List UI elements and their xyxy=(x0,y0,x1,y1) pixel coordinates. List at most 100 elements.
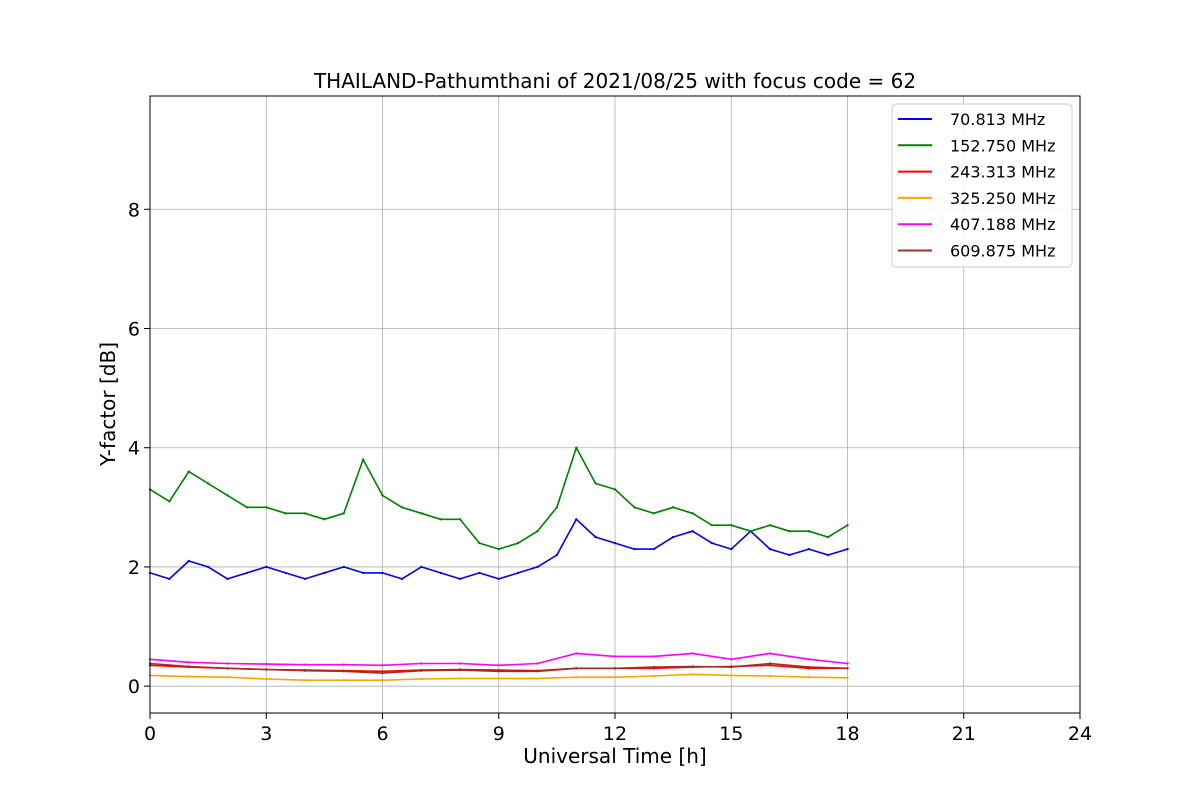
data-point xyxy=(303,663,307,666)
data-point xyxy=(768,524,772,527)
x-axis-label: Universal Time [h] xyxy=(523,744,706,768)
data-point xyxy=(400,506,404,509)
data-point xyxy=(730,524,733,527)
data-point xyxy=(671,506,675,509)
data-point xyxy=(342,663,345,666)
data-point xyxy=(439,571,442,575)
data-point xyxy=(768,662,772,665)
data-point xyxy=(361,458,365,461)
data-point xyxy=(730,665,733,669)
x-tick-label: 15 xyxy=(719,723,743,745)
legend-label: 325.250 MHz xyxy=(950,189,1055,208)
data-point xyxy=(536,670,539,673)
legend-label: 407.188 MHz xyxy=(950,215,1055,234)
data-point xyxy=(245,571,249,575)
data-point xyxy=(788,530,791,533)
data-point xyxy=(187,665,190,668)
legend-label: 243.313 MHz xyxy=(950,163,1055,182)
y-tick-label: 0 xyxy=(128,676,140,698)
data-point xyxy=(323,571,326,575)
data-point xyxy=(710,541,714,545)
legend-label: 152.750 MHz xyxy=(950,136,1055,155)
data-point xyxy=(226,494,229,497)
x-tick-label: 9 xyxy=(493,723,505,745)
data-point xyxy=(381,664,384,667)
data-point xyxy=(284,512,287,515)
data-point xyxy=(788,553,791,557)
data-point xyxy=(575,676,578,679)
data-point xyxy=(497,577,500,581)
data-point xyxy=(226,667,229,670)
data-point xyxy=(420,512,423,515)
data-point xyxy=(652,665,655,669)
data-point xyxy=(381,671,384,675)
data-point xyxy=(381,670,384,673)
data-point xyxy=(245,506,249,509)
data-point xyxy=(613,488,617,491)
data-point xyxy=(633,547,636,551)
data-point xyxy=(652,547,655,551)
legend-box xyxy=(891,103,1073,268)
legend-label: 70.813 MHz xyxy=(950,110,1045,129)
data-point xyxy=(226,577,229,581)
data-point xyxy=(730,658,733,661)
data-point xyxy=(458,577,462,581)
data-point xyxy=(187,661,190,664)
x-tick-label: 18 xyxy=(835,723,859,745)
data-point xyxy=(807,665,810,669)
data-point xyxy=(497,670,500,673)
data-point xyxy=(826,535,830,539)
data-point xyxy=(613,676,617,679)
data-point xyxy=(575,652,578,655)
data-point xyxy=(691,530,694,533)
data-point xyxy=(342,670,345,673)
data-point xyxy=(420,677,423,681)
series-layer xyxy=(148,446,849,682)
data-point xyxy=(633,506,636,509)
data-point xyxy=(536,677,539,680)
data-point xyxy=(303,512,307,515)
data-point xyxy=(807,676,810,679)
x-tick-label: 12 xyxy=(603,723,627,745)
data-point xyxy=(691,512,694,515)
chart-title: THAILAND-Pathumthani of 2021/08/25 with … xyxy=(313,69,916,93)
data-point xyxy=(168,577,171,581)
data-point xyxy=(497,677,500,680)
y-tick-label: 8 xyxy=(128,199,140,221)
data-point xyxy=(497,664,500,667)
data-point xyxy=(342,512,345,515)
data-point xyxy=(303,577,307,581)
data-point xyxy=(342,565,345,569)
data-point xyxy=(458,668,462,672)
data-point xyxy=(187,470,190,473)
data-point xyxy=(613,655,617,658)
data-point xyxy=(265,662,268,666)
data-point xyxy=(303,679,307,682)
data-point xyxy=(265,668,268,671)
data-point xyxy=(420,662,423,665)
data-point xyxy=(691,673,694,676)
data-point xyxy=(536,662,539,665)
data-point xyxy=(381,679,384,682)
x-tick-label: 6 xyxy=(376,723,388,745)
data-point xyxy=(826,553,830,557)
data-point xyxy=(458,518,462,521)
data-point xyxy=(730,547,733,551)
data-point xyxy=(749,530,752,533)
data-point xyxy=(187,559,190,563)
data-point xyxy=(846,524,849,527)
data-point xyxy=(516,541,520,545)
x-tick-label: 3 xyxy=(260,723,272,745)
data-point xyxy=(807,658,810,661)
legend-label: 609.875 MHz xyxy=(950,242,1055,261)
data-point xyxy=(575,446,578,449)
data-point xyxy=(691,665,694,668)
data-point xyxy=(846,667,849,670)
data-point xyxy=(187,675,190,678)
data-point xyxy=(458,677,462,680)
x-tick-label: 0 xyxy=(144,723,156,745)
data-point xyxy=(381,494,384,497)
y-axis-label: Y-factor [dB] xyxy=(96,342,120,467)
data-point xyxy=(846,676,849,679)
data-point xyxy=(420,565,423,569)
